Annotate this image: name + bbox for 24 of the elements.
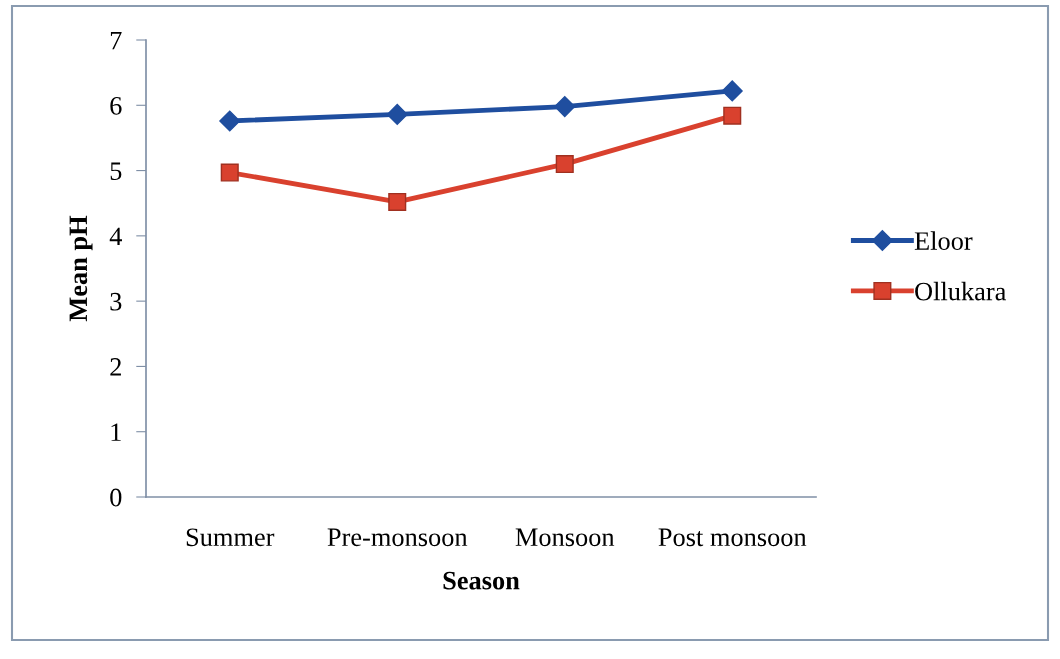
x-tick-label: Monsoon [515, 528, 615, 547]
y-tick-label: 7 [110, 31, 122, 50]
y-tick-label: 4 [109, 227, 122, 246]
y-tick-label: 5 [110, 162, 122, 180]
y-tick-label: 6 [110, 96, 122, 115]
point [721, 80, 743, 102]
point [723, 106, 742, 125]
legend-label: Eloor [914, 231, 973, 250]
y-tick-label: 3 [110, 292, 122, 311]
x-tick-label: Summer [186, 528, 275, 547]
x-axis-title: Season [443, 571, 520, 590]
point [554, 96, 576, 118]
y-tick-label: 0 [110, 488, 122, 507]
point [219, 110, 241, 132]
point [555, 155, 574, 174]
y-tick-label: 2 [110, 358, 121, 376]
legend-label: Ollukara [915, 281, 1007, 301]
y-tick-label: 1 [111, 423, 121, 441]
x-tick-label: Pre-monsoon [327, 528, 468, 547]
point [388, 192, 407, 211]
x-tick-label: Post monsoon [658, 528, 807, 547]
point [386, 103, 408, 125]
point [220, 163, 239, 182]
y-axis-title: Mean pH [69, 215, 93, 322]
